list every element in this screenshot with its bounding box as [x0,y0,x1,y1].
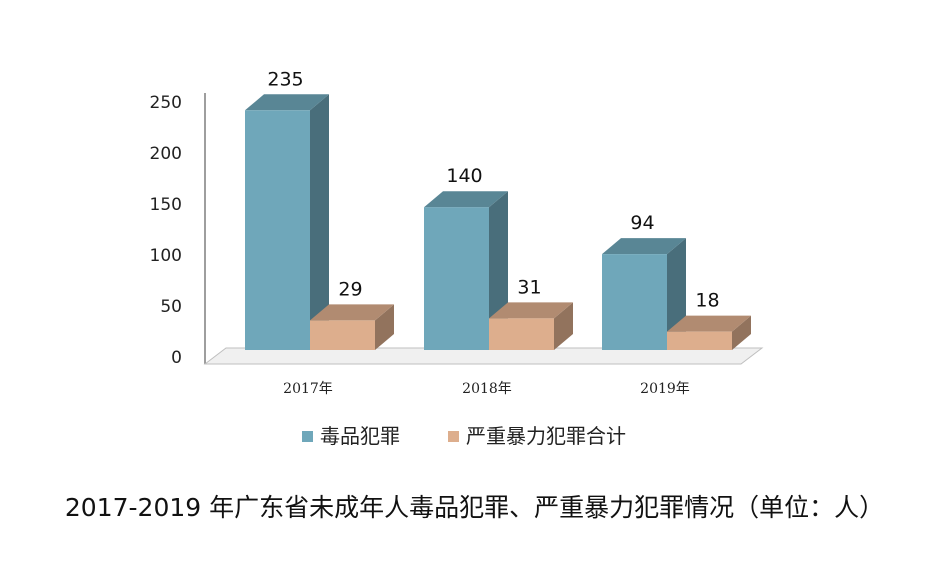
data-label: 18 [695,290,719,312]
category-label: 2019年 [640,381,690,397]
y-tick-label: 200 [150,144,182,164]
bar-front [489,318,554,350]
category-label: 2018年 [462,381,512,397]
floor-plane [203,347,764,365]
bar-top [310,304,394,321]
category-label: 2017年 [283,381,333,397]
bar [245,94,329,350]
category-labels: 2017年 2018年 2019年 [283,381,690,397]
bar-front [667,331,732,350]
data-label: 31 [517,276,541,298]
bar-side [554,302,573,350]
legend-item: 毒品犯罪 [302,424,400,448]
legend-swatch [302,431,313,442]
bars: 235 29 140 31 94 18 [245,68,751,350]
y-tick-label: 250 [150,93,182,113]
data-label: 140 [446,165,482,187]
y-tick-label: 150 [150,195,182,215]
legend-label: 严重暴力犯罪合计 [466,424,626,448]
bar-chart: 0 50 100 150 200 250 235 29 140 31 94 18 2017年 2018… [150,68,764,448]
bar-side [375,304,394,350]
bar [667,315,751,350]
bar-front [602,254,667,350]
chart-caption: 2017-2019 年广东省未成年人毒品犯罪、严重暴力犯罪情况（单位：人） [64,493,885,522]
y-tick-label: 0 [171,348,182,368]
bar [310,304,394,350]
chart-floor [203,347,764,365]
y-tick-label: 50 [160,297,182,317]
y-tick-label: 100 [150,246,182,266]
bar-top [602,238,686,255]
bar [489,302,573,350]
bar-side [310,94,329,350]
legend: 毒品犯罪 严重暴力犯罪合计 [302,424,626,448]
data-label: 94 [630,212,654,234]
data-label: 29 [338,278,362,300]
data-label: 235 [267,68,303,90]
legend-swatch [448,431,459,442]
y-axis: 0 50 100 150 200 250 [150,93,206,368]
bar-front [245,110,310,350]
bar-top [245,94,329,111]
legend-label: 毒品犯罪 [320,424,400,448]
bar-side [732,315,751,350]
bar-top [424,191,508,208]
bar-top [667,315,751,332]
legend-item: 严重暴力犯罪合计 [448,424,626,448]
bar-front [310,320,375,350]
bar-top [489,302,573,319]
bar-front [424,207,489,350]
